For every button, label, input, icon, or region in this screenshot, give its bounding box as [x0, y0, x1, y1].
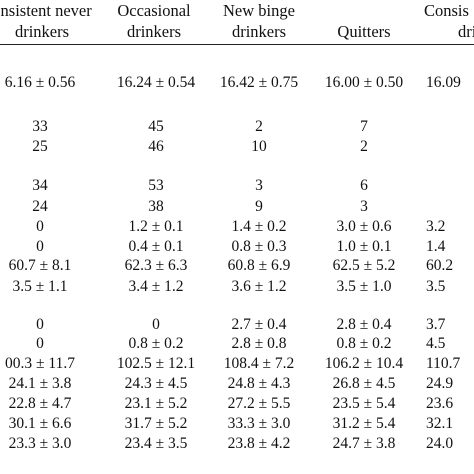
table-cell: 24.8 ± 4.3 [227, 375, 291, 392]
table-cell: 0.4 ± 0.1 [128, 238, 184, 255]
table-cell: 00.3 ± 11.7 [5, 355, 75, 372]
table-cell: 38 [148, 198, 164, 215]
table-cell: 4.5 [426, 335, 446, 352]
table-cell: 23.6 [426, 395, 454, 412]
header-line: Consis [424, 1, 469, 20]
table-cell: 3.4 ± 1.2 [128, 278, 184, 295]
table-cell: 16.24 ± 0.54 [116, 74, 196, 91]
table-cell: 24.7 ± 3.8 [332, 435, 396, 452]
table-cell: 1.4 ± 0.2 [231, 218, 287, 235]
table-cell: 0.8 ± 0.2 [336, 335, 392, 352]
table-cell: 2 [360, 138, 368, 155]
table-cell: 23.1 ± 5.2 [124, 395, 188, 412]
header-line: drinkers [231, 22, 287, 41]
table-cell: 62.3 ± 6.3 [124, 257, 188, 274]
table-cell: 16.09 [426, 74, 461, 91]
header-col-2: Occasional drinkers [104, 0, 204, 42]
table-cell: 23.4 ± 3.5 [124, 435, 188, 452]
table-cell: 3 [255, 177, 263, 194]
table-cell: 3.5 ± 1.0 [336, 278, 392, 295]
table-cell: 0 [36, 335, 44, 352]
table-cell: 10 [251, 138, 267, 155]
table-cell: 3 [360, 198, 368, 215]
table-cell: 0 [36, 218, 44, 235]
header-line: Occasional [117, 1, 191, 20]
header-line: Quitters [337, 22, 391, 41]
table-cell: 102.5 ± 12.1 [116, 355, 196, 372]
table-cell: 31.7 ± 5.2 [124, 415, 188, 432]
table-cell: 0.8 ± 0.2 [128, 335, 184, 352]
table-cell: 2 [255, 118, 263, 135]
header-col-1: onsistent never drinkers [0, 0, 96, 42]
table-cell: 6 [360, 177, 368, 194]
table-cell: 16.42 ± 0.75 [219, 74, 299, 91]
table-cell: 24 [32, 198, 48, 215]
table-cell: 0.8 ± 0.3 [231, 238, 287, 255]
table-cell: 30.1 ± 6.6 [8, 415, 72, 432]
table-cell: 32.1 [426, 415, 454, 432]
table-cell: 24.9 [426, 375, 454, 392]
table-cell: 62.5 ± 5.2 [332, 257, 396, 274]
table-cell: 45 [148, 118, 164, 135]
table-cell: 2.7 ± 0.4 [231, 316, 287, 333]
table-cell: 25 [32, 138, 48, 155]
table-cell: 1.0 ± 0.1 [336, 238, 392, 255]
table-cell: 46 [148, 138, 164, 155]
table-cell: 3.6 ± 1.2 [231, 278, 287, 295]
header-line: drinkers [126, 22, 182, 41]
header-col-3: New binge drinkers [209, 0, 309, 42]
table-cell: 6.16 ± 0.56 [4, 74, 76, 91]
header-line: New binge [223, 1, 295, 20]
header-rule [0, 44, 474, 45]
table-cell: 108.4 ± 7.2 [223, 355, 295, 372]
table-cell: 27.2 ± 5.5 [227, 395, 291, 412]
table-cell: 9 [255, 198, 263, 215]
table-cell: 3.0 ± 0.6 [336, 218, 392, 235]
table-cell: 106.2 ± 10.4 [324, 355, 404, 372]
table-cell: 3.7 [426, 316, 446, 333]
header-line: onsistent never [0, 1, 92, 20]
table-cell: 22.8 ± 4.7 [8, 395, 72, 412]
table-cell: 7 [360, 118, 368, 135]
header-col-4: Quitters [316, 0, 412, 42]
table-cell: 2.8 ± 0.8 [231, 335, 287, 352]
table-cell: 0 [36, 316, 44, 333]
table-cell: 33.3 ± 3.0 [227, 415, 291, 432]
header-line [316, 0, 412, 21]
table-cell: 60.7 ± 8.1 [8, 257, 72, 274]
table-cell: 31.2 ± 5.4 [332, 415, 396, 432]
table-cell: 16.00 ± 0.50 [324, 74, 404, 91]
table-cell: 1.2 ± 0.1 [128, 218, 184, 235]
table-cell: 24.3 ± 4.5 [124, 375, 188, 392]
header-line: drinkers [14, 22, 70, 41]
table-cell: 3.2 [426, 218, 446, 235]
table-cell: 23.3 ± 3.0 [8, 435, 72, 452]
table-cell: 24.1 ± 3.8 [8, 375, 72, 392]
table-cell: 23.8 ± 4.2 [227, 435, 291, 452]
header-line: dri [458, 22, 474, 41]
table-cell: 53 [148, 177, 164, 194]
table-cell: 60.2 [426, 257, 454, 274]
header-col-5: Consis dri [418, 0, 474, 42]
table-cell: 34 [32, 177, 48, 194]
table-cell: 33 [32, 118, 48, 135]
table-cell: 0 [36, 238, 44, 255]
table-cell: 3.5 [426, 278, 446, 295]
table-cell: 1.4 [426, 238, 446, 255]
table-cell: 23.5 ± 5.4 [332, 395, 396, 412]
table-cell: 60.8 ± 6.9 [227, 257, 291, 274]
table-cell: 2.8 ± 0.4 [336, 316, 392, 333]
table-cell: 24.0 [426, 435, 454, 452]
table-cell: 0 [152, 316, 160, 333]
table-cell: 110.7 [426, 355, 461, 372]
table-cell: 26.8 ± 4.5 [332, 375, 396, 392]
table-cell: 3.5 ± 1.1 [12, 278, 68, 295]
